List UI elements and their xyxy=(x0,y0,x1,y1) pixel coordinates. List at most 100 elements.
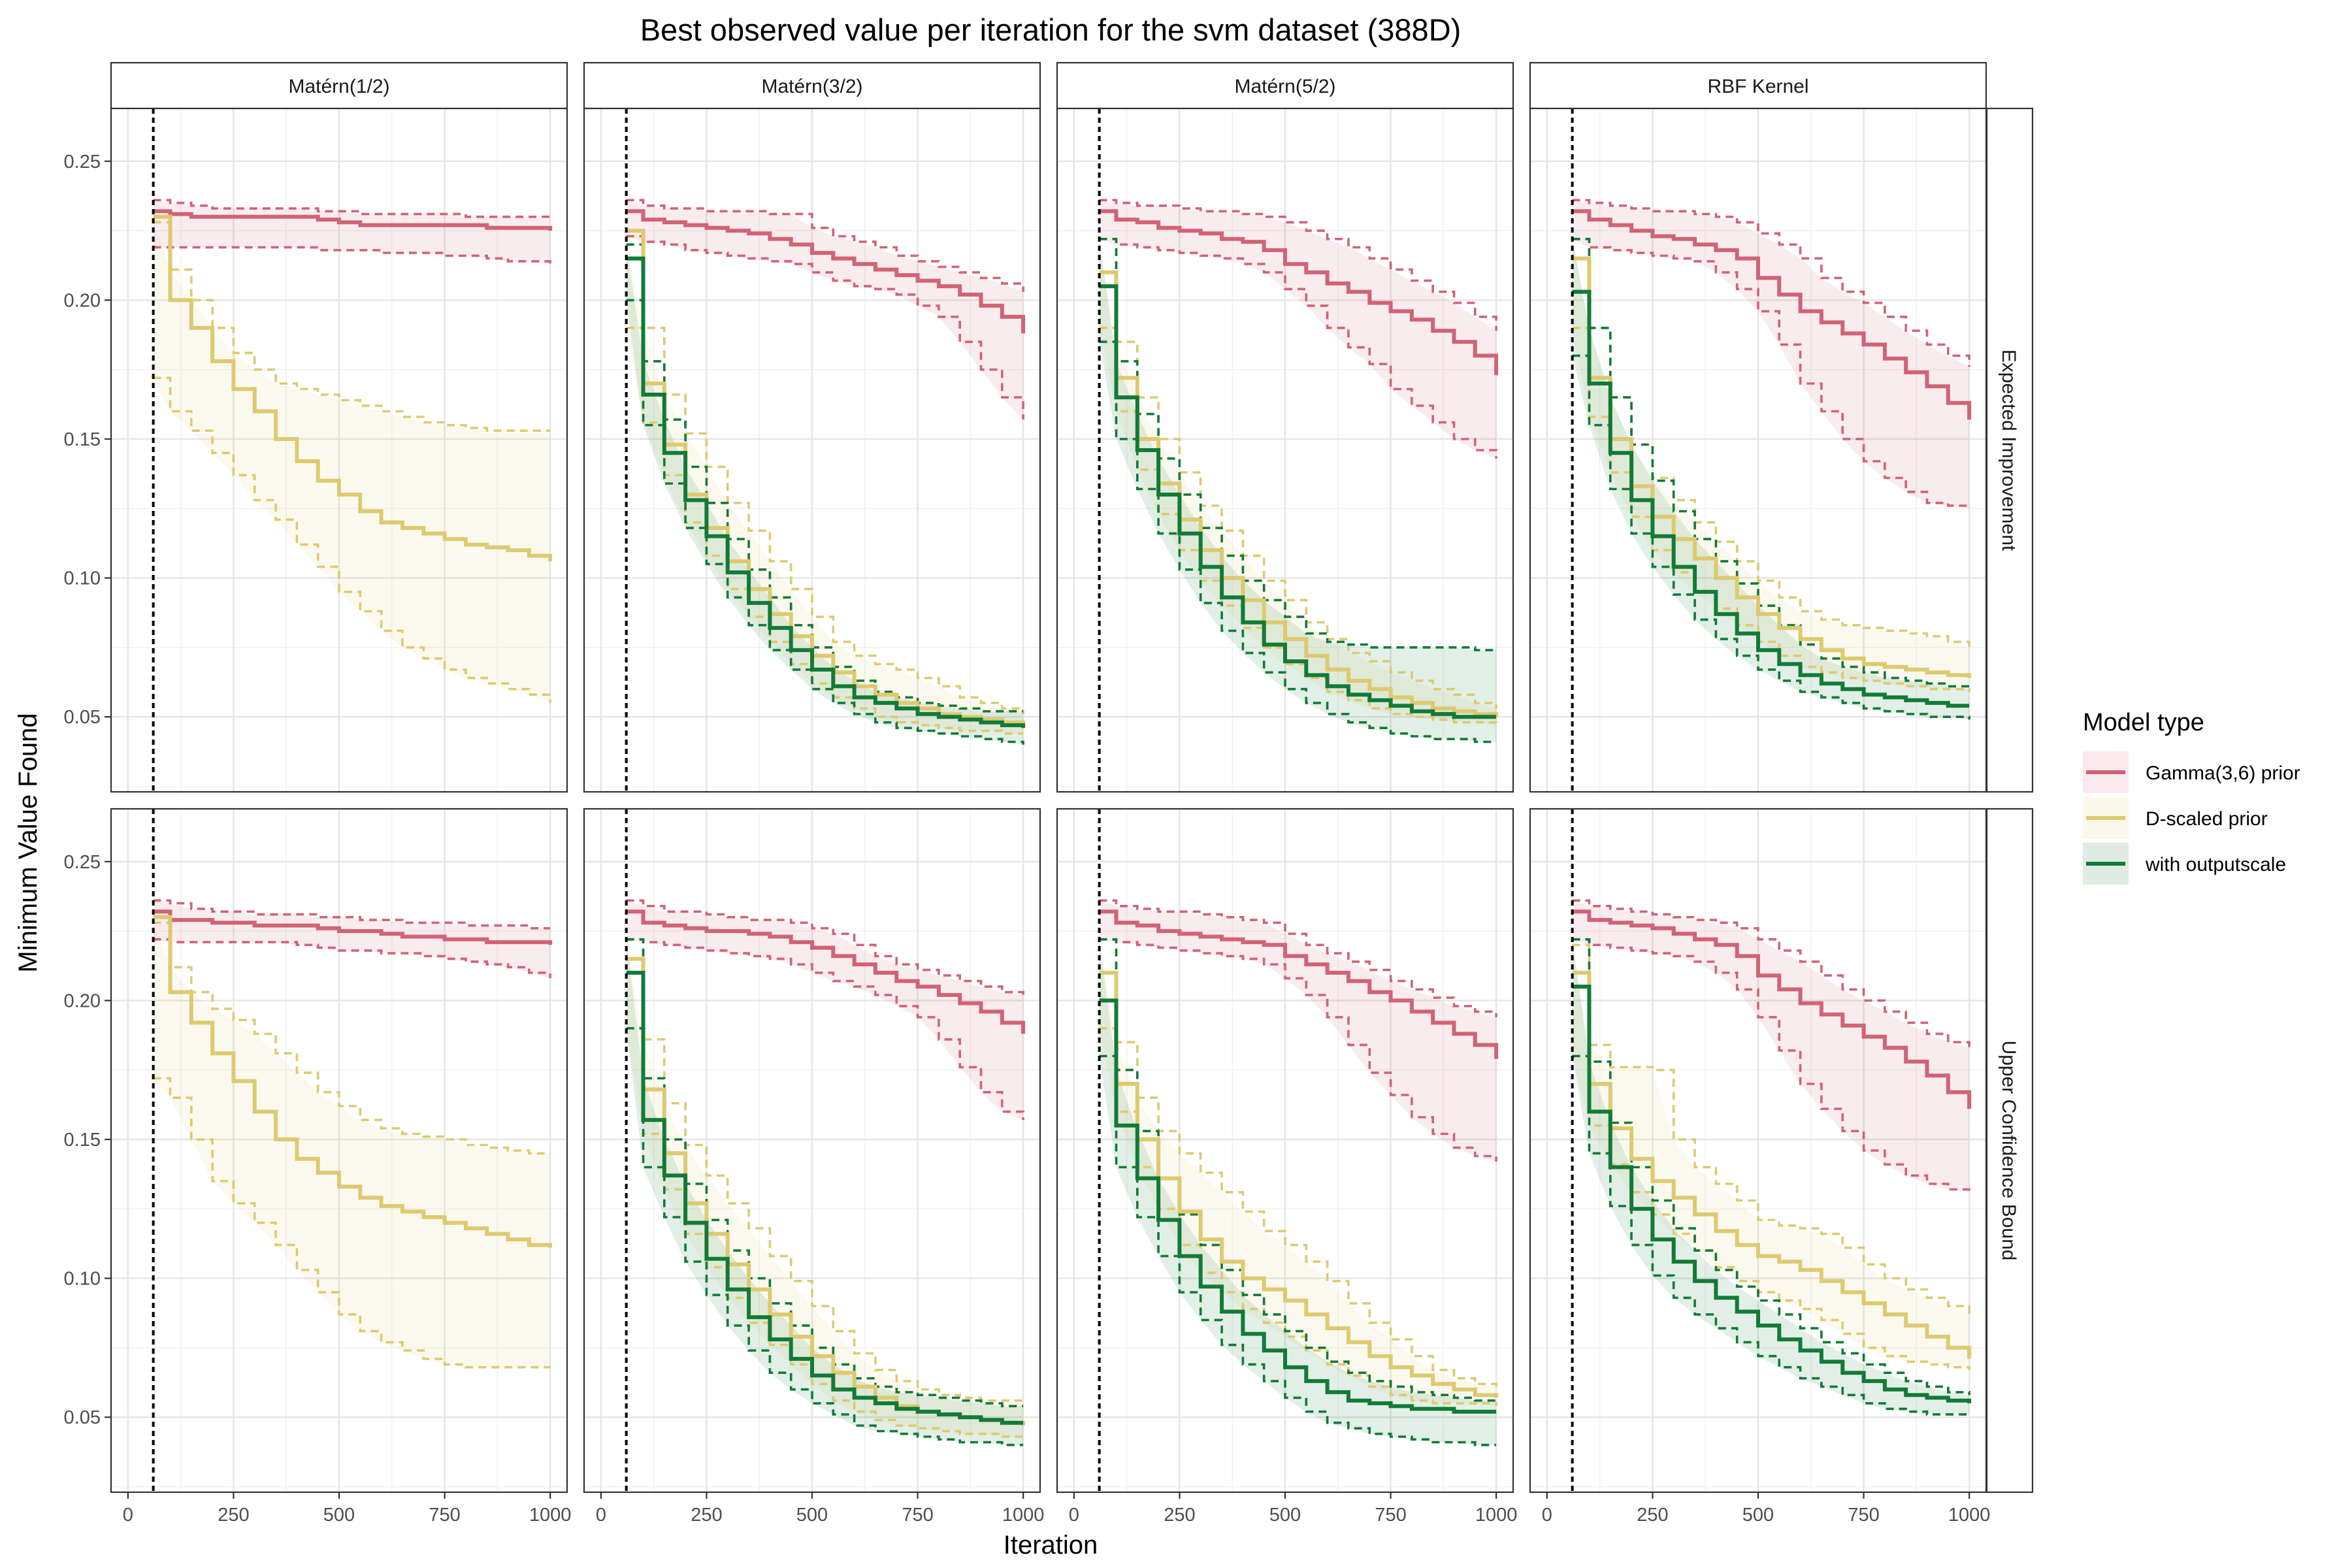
row-strip-label: Expected Improvement xyxy=(1998,350,2019,551)
series-mean-gamma xyxy=(1099,209,1499,376)
series-mean-gamma xyxy=(1572,909,1972,1109)
series-mean-dscaled xyxy=(1099,270,1499,717)
panel-grid xyxy=(111,809,567,1492)
series-lower-gamma xyxy=(1099,238,1497,459)
series-upper-dscaled xyxy=(1572,943,1970,1315)
column-strip-bg xyxy=(110,61,568,110)
series-upper-dscaled xyxy=(626,243,1024,714)
column-strip-label: Matérn(3/2) xyxy=(761,76,862,97)
x-tick-label: 250 xyxy=(218,1505,249,1526)
series-lower-gamma xyxy=(626,235,1024,420)
panel xyxy=(583,107,1041,793)
series-ribbon-dscaled xyxy=(1099,939,1497,1407)
x-tick-label: 750 xyxy=(1848,1505,1879,1526)
legend-label: D-scaled prior xyxy=(2146,808,2268,830)
x-tick-label: 0 xyxy=(123,1505,133,1526)
y-tick-label: 0.10 xyxy=(64,1269,101,1290)
panel-grid xyxy=(111,108,567,792)
panel-series xyxy=(626,899,1026,1446)
series-lower-outputscale xyxy=(1572,1054,1970,1416)
series-ribbon-dscaled xyxy=(153,923,551,1367)
y-tick-label: 0.20 xyxy=(64,290,101,311)
panel: 0 250 500 750 1000 xyxy=(1056,808,1518,1526)
series-upper-dscaled xyxy=(1099,238,1497,709)
series-upper-outputscale xyxy=(1572,938,1970,1396)
series-mean-gamma xyxy=(1099,909,1499,1059)
panel-series xyxy=(153,199,553,703)
series-ribbon-outputscale xyxy=(626,939,1024,1445)
series-upper-dscaled xyxy=(153,921,551,1155)
series-lower-gamma xyxy=(1572,238,1970,509)
series-mean-dscaled xyxy=(153,214,553,562)
row-strip: Expected Improvement xyxy=(1985,107,2034,793)
series-mean-dscaled xyxy=(1572,256,1972,678)
y-tick-label: 0.10 xyxy=(64,568,101,589)
x-tick-label: 750 xyxy=(902,1505,933,1526)
panel-series xyxy=(153,899,553,1369)
panel-border xyxy=(110,107,568,793)
legend-label: Gamma(3,6) prior xyxy=(2146,762,2300,784)
series-lower-outputscale xyxy=(1572,354,1970,720)
series-ribbon-gamma xyxy=(1099,900,1497,1162)
x-tick-label: 250 xyxy=(1164,1505,1195,1526)
series-lower-dscaled xyxy=(1099,327,1497,725)
panel: 0 250 500 750 1000 xyxy=(583,808,1044,1526)
x-tick-label: 500 xyxy=(323,1505,355,1526)
series-mean-gamma xyxy=(626,209,1026,334)
x-tick-label: 1000 xyxy=(529,1505,572,1526)
panel xyxy=(1529,107,1987,793)
panel-grid xyxy=(1057,809,1513,1492)
series-mean-dscaled xyxy=(1099,970,1499,1398)
series-mean-outputscale xyxy=(1099,284,1497,719)
series-ribbon-gamma xyxy=(1099,200,1497,459)
chart-title: Best observed value per iteration for th… xyxy=(640,12,1462,47)
column-strip: Matérn(5/2) xyxy=(1056,61,1514,110)
series-ribbon-dscaled xyxy=(153,222,551,703)
x-tick-label: 750 xyxy=(1375,1505,1406,1526)
y-tick-label: 0.15 xyxy=(64,1130,101,1151)
column-strip-label: Matérn(1/2) xyxy=(288,76,389,97)
series-upper-dscaled xyxy=(626,938,1024,1403)
series-lower-outputscale xyxy=(1099,340,1497,743)
panel-series xyxy=(1572,899,1972,1416)
x-tick-label: 1000 xyxy=(1475,1505,1518,1526)
series-upper-gamma xyxy=(1572,199,1970,367)
panel xyxy=(1056,107,1514,793)
panel-border xyxy=(1529,107,1987,793)
panel: 0.05 0.10 0.15 0.20 0.25 0 250 500 750 1000 xyxy=(64,808,572,1526)
legend-item: with outputscale xyxy=(2083,843,2286,885)
series-upper-gamma xyxy=(153,899,551,930)
series-ribbon-outputscale xyxy=(1572,939,1970,1414)
x-tick-label: 1000 xyxy=(1948,1505,1991,1526)
series-upper-dscaled xyxy=(153,221,551,432)
y-tick-label: 0.05 xyxy=(64,707,101,728)
y-tick-label: 0.15 xyxy=(64,429,101,450)
series-lower-outputscale xyxy=(626,1027,1024,1446)
x-axis-title: Iteration xyxy=(1004,1531,1098,1560)
panel: 0.05 0.10 0.15 0.20 0.25 xyxy=(64,107,568,793)
column-strip-label: Matérn(5/2) xyxy=(1234,76,1335,97)
panel-series xyxy=(1572,199,1972,720)
y-tick-label: 0.25 xyxy=(64,152,101,172)
panel: 0 250 500 750 1000 xyxy=(1529,808,1991,1526)
column-strip-label: RBF Kernel xyxy=(1707,76,1808,97)
series-ribbon-gamma xyxy=(1572,900,1970,1192)
legend: Model type Gamma(3,6) prior D-scaled prio… xyxy=(2083,709,2300,885)
series-lower-gamma xyxy=(1572,938,1970,1192)
series-lower-gamma xyxy=(153,246,551,265)
series-upper-gamma xyxy=(153,199,551,220)
column-strip-bg xyxy=(1529,61,1987,110)
series-mean-outputscale xyxy=(1572,985,1972,1403)
series-lower-gamma xyxy=(153,938,551,979)
series-lower-dscaled xyxy=(1572,327,1970,692)
x-tick-label: 250 xyxy=(691,1505,722,1526)
panel-border xyxy=(1056,107,1514,793)
x-tick-label: 0 xyxy=(1069,1505,1079,1526)
series-lower-gamma xyxy=(626,938,1024,1120)
column-strip: RBF Kernel xyxy=(1529,61,1987,110)
series-mean-outputscale xyxy=(1099,998,1497,1414)
series-lower-dscaled xyxy=(153,376,551,703)
series-upper-outputscale xyxy=(626,938,1024,1407)
series-ribbon-dscaled xyxy=(1572,238,1970,692)
